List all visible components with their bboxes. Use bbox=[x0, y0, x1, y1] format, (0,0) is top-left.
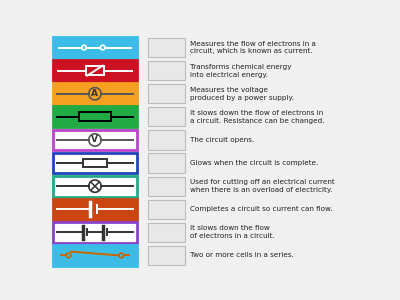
Text: Transforms chemical energy
into electrical energy.: Transforms chemical energy into electric… bbox=[190, 64, 291, 77]
Text: Measures the voltage
produced by a power supply.: Measures the voltage produced by a power… bbox=[190, 87, 294, 101]
Text: A: A bbox=[92, 89, 98, 98]
Text: Used for cutting off an electrical current
when there is an overload of electric: Used for cutting off an electrical curre… bbox=[190, 179, 334, 193]
Text: Measures the flow of electrons in a
circuit, which is known as current.: Measures the flow of electrons in a circ… bbox=[190, 41, 315, 54]
Bar bbox=[148, 246, 185, 265]
Text: It slows down the flow of electrons in
a circuit. Resistance can be changed.: It slows down the flow of electrons in a… bbox=[190, 110, 324, 124]
Bar bbox=[53, 83, 137, 104]
Bar bbox=[148, 61, 185, 80]
Text: The circuit opens.: The circuit opens. bbox=[190, 137, 254, 143]
Bar bbox=[82, 159, 107, 167]
Bar bbox=[53, 37, 137, 58]
Bar bbox=[148, 200, 185, 219]
Bar bbox=[53, 60, 137, 81]
Text: Glows when the circuit is complete.: Glows when the circuit is complete. bbox=[190, 160, 318, 166]
Bar bbox=[148, 107, 185, 127]
Bar bbox=[148, 176, 185, 196]
Bar bbox=[53, 245, 137, 266]
Text: Completes a circuit so current can flow.: Completes a circuit so current can flow. bbox=[190, 206, 332, 212]
Bar bbox=[148, 38, 185, 57]
Circle shape bbox=[89, 88, 101, 100]
Bar bbox=[53, 106, 137, 127]
Bar bbox=[79, 112, 111, 122]
Bar bbox=[53, 176, 137, 196]
Circle shape bbox=[89, 180, 101, 192]
Bar bbox=[86, 66, 104, 75]
Circle shape bbox=[89, 134, 101, 146]
Bar bbox=[53, 153, 137, 173]
Bar bbox=[148, 153, 185, 173]
Text: Two or more cells in a series.: Two or more cells in a series. bbox=[190, 253, 293, 258]
Text: V: V bbox=[92, 136, 98, 145]
Bar bbox=[148, 84, 185, 104]
Bar bbox=[53, 222, 137, 243]
Bar bbox=[148, 130, 185, 150]
Text: It slows down the flow
of electrons in a circuit.: It slows down the flow of electrons in a… bbox=[190, 226, 274, 239]
Bar bbox=[148, 223, 185, 242]
Bar bbox=[53, 199, 137, 220]
Bar bbox=[53, 130, 137, 150]
